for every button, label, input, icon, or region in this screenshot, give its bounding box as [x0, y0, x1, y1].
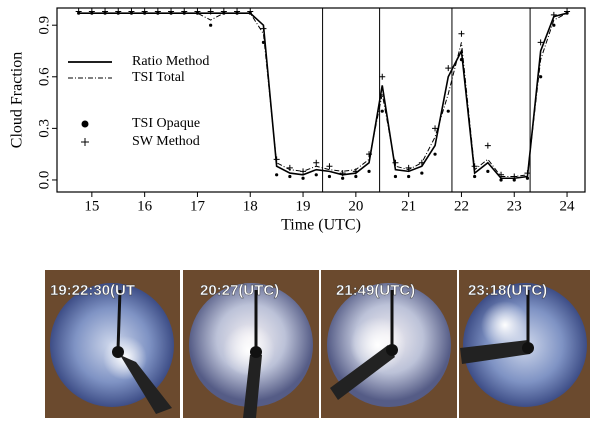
y-tick-label: 0.6	[36, 67, 52, 86]
legend-swatch	[81, 138, 89, 146]
point	[315, 173, 318, 176]
point	[499, 178, 502, 181]
point	[341, 177, 344, 180]
point	[526, 177, 529, 180]
point	[524, 170, 530, 176]
legend-label: TSI Total	[132, 70, 185, 85]
plot-frame	[57, 8, 585, 192]
x-tick-label: 21	[401, 198, 416, 214]
point	[433, 153, 436, 156]
panel: 19:22:30(UT	[45, 270, 180, 418]
x-tick-label: 16	[137, 198, 153, 214]
x-tick-label: 19	[296, 198, 311, 214]
point	[486, 170, 489, 173]
point	[367, 170, 370, 173]
point	[539, 75, 542, 78]
point	[420, 171, 423, 174]
point	[287, 165, 293, 171]
point	[445, 65, 451, 71]
point	[447, 110, 450, 113]
panel-caption: 20:27(UTC)	[200, 282, 279, 299]
point	[301, 177, 304, 180]
panel-caption: 21:49(UTC)	[336, 282, 415, 299]
point	[552, 24, 555, 27]
point	[381, 110, 384, 113]
y-tick-label: 0.3	[36, 119, 52, 138]
point	[379, 74, 385, 80]
y-tick-label: 0.0	[36, 171, 52, 190]
x-axis-label: Time (UTC)	[281, 217, 361, 234]
x-tick-label: 20	[348, 198, 363, 214]
point	[274, 156, 280, 162]
x-tick-label: 18	[243, 198, 258, 214]
panel: 21:49(UTC)	[321, 270, 457, 418]
point	[328, 175, 331, 178]
point	[460, 58, 463, 61]
point	[458, 31, 464, 37]
legend-label: Ratio Method	[132, 54, 209, 69]
point	[419, 160, 425, 166]
point	[473, 175, 476, 178]
panel: 20:27(UTC)	[183, 270, 319, 418]
point	[313, 160, 319, 166]
panel-caption: 23:18(UTC)	[468, 282, 547, 299]
point	[275, 173, 278, 176]
y-axis-label: Cloud Fraction	[9, 52, 26, 148]
legend-label: TSI Opaque	[132, 116, 200, 131]
point	[262, 41, 265, 44]
x-tick-label: 22	[454, 198, 469, 214]
point	[551, 12, 557, 18]
point	[354, 175, 357, 178]
panel: 23:18(UTC)	[459, 270, 590, 418]
legend-swatch	[82, 121, 89, 128]
point	[485, 143, 491, 149]
x-tick-label: 17	[190, 198, 206, 214]
figure: Time (UTC) Cloud Fraction 19:22:30(UT 20…	[0, 0, 590, 426]
y-tick-label: 0.9	[36, 16, 52, 35]
panel-caption: 19:22:30(UT	[50, 282, 135, 299]
point	[394, 175, 397, 178]
point	[288, 175, 291, 178]
point	[407, 175, 410, 178]
legend-label: SW Method	[132, 134, 200, 149]
point	[260, 26, 266, 32]
x-tick-label: 24	[560, 198, 576, 214]
point	[326, 163, 332, 169]
x-tick-label: 15	[84, 198, 99, 214]
point	[209, 24, 212, 27]
x-tick-label: 23	[507, 198, 522, 214]
